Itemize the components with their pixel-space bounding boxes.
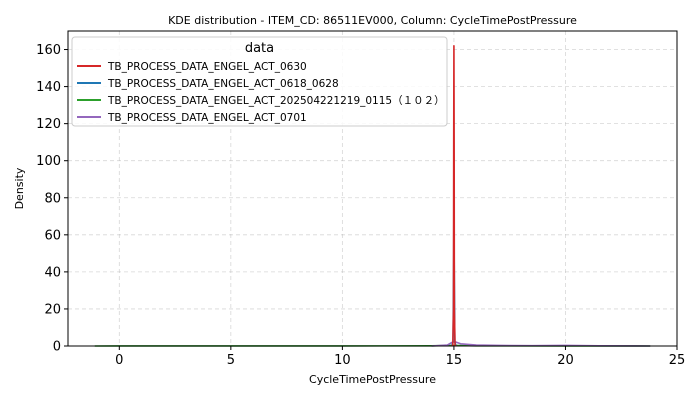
legend-box bbox=[71, 36, 448, 127]
legend-title: data bbox=[245, 41, 274, 56]
y-tick-label: 120 bbox=[36, 117, 61, 132]
x-tick-label: 15 bbox=[446, 353, 463, 368]
legend-label: TB_PROCESS_DATA_ENGEL_ACT_202504221219_0… bbox=[107, 95, 445, 107]
x-tick-label: 25 bbox=[669, 353, 686, 368]
y-tick-label: 100 bbox=[36, 154, 61, 169]
y-tick-label: 60 bbox=[44, 228, 61, 243]
plot-frame bbox=[67, 30, 678, 347]
y-tick-label: 0 bbox=[53, 340, 61, 355]
y-tick-label: 40 bbox=[44, 265, 61, 280]
legend-label: TB_PROCESS_DATA_ENGEL_ACT_0618_0628 bbox=[107, 78, 339, 90]
chart-title: KDE distribution - ITEM_CD: 86511EV000, … bbox=[168, 14, 577, 27]
legend-label: TB_PROCESS_DATA_ENGEL_ACT_0701 bbox=[107, 112, 307, 124]
y-tick-label: 140 bbox=[36, 80, 61, 95]
y-axis-label: Density bbox=[13, 167, 26, 209]
legend: data TB_PROCESS_DATA_ENGEL_ACT_0630 TB_PR… bbox=[71, 36, 448, 127]
x-tick-label: 20 bbox=[557, 353, 574, 368]
y-tick-label: 160 bbox=[36, 43, 61, 58]
series-line bbox=[451, 45, 457, 347]
x-tick-label: 5 bbox=[227, 353, 235, 368]
legend-label: TB_PROCESS_DATA_ENGEL_ACT_0630 bbox=[107, 61, 307, 73]
x-tick-label: 10 bbox=[334, 353, 351, 368]
x-tick-label: 0 bbox=[115, 353, 123, 368]
y-tick-label: 80 bbox=[44, 191, 61, 206]
x-axis-label: CycleTimePostPressure bbox=[309, 373, 436, 386]
y-tick-label: 20 bbox=[44, 302, 61, 317]
x-axis: 0 5 10 15 20 25 bbox=[115, 346, 685, 368]
y-axis: 0 20 40 60 80 100 120 140 160 bbox=[36, 43, 68, 355]
